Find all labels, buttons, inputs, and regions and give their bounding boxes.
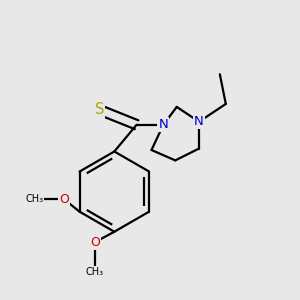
Text: CH₃: CH₃ (86, 267, 104, 277)
Text: N: N (194, 115, 204, 128)
Text: N: N (158, 118, 168, 131)
Text: O: O (59, 193, 69, 206)
Text: CH₃: CH₃ (25, 194, 43, 204)
Text: O: O (90, 236, 100, 249)
Text: S: S (95, 102, 104, 117)
